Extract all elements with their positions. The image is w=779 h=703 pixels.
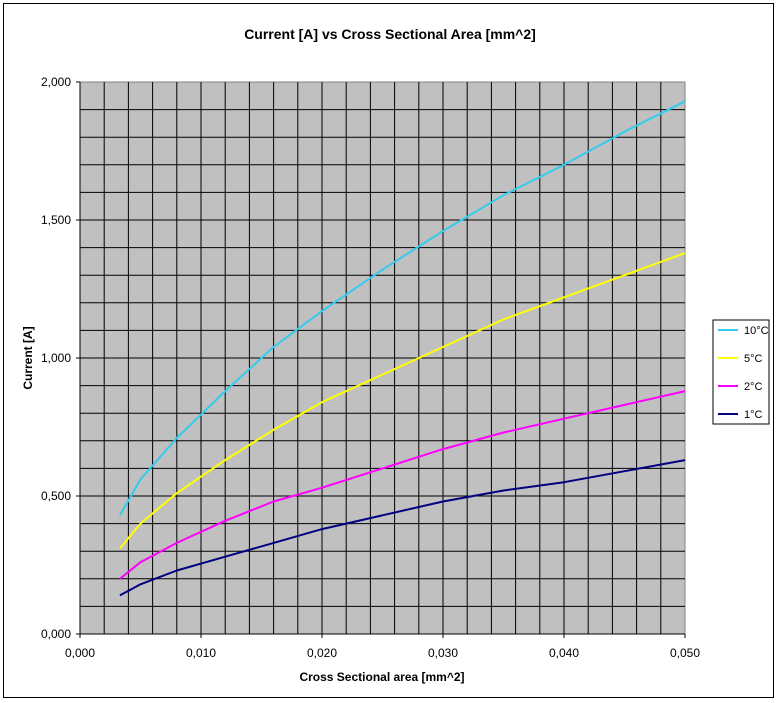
series-layer xyxy=(119,100,686,597)
legend-label: 10°C xyxy=(744,325,769,337)
x-tick-label: 0,030 xyxy=(428,646,458,660)
y-tick-label: 1,000 xyxy=(41,351,71,365)
x-tick-label: 0,000 xyxy=(65,646,95,660)
y-tick-label: 2,000 xyxy=(41,75,71,89)
y-tick-label: 0,000 xyxy=(41,627,71,641)
legend-label: 2°C xyxy=(744,381,763,393)
legend-label: 5°C xyxy=(744,353,763,365)
y-axis-title: Current [A] xyxy=(21,326,35,389)
x-tick-label: 0,020 xyxy=(307,646,337,660)
x-tick-label: 0,050 xyxy=(670,646,700,660)
x-tick-label: 0,010 xyxy=(186,646,216,660)
x-axis-title: Cross Sectional area [mm^2] xyxy=(299,670,464,684)
x-axis: 0,000 0,010 0,020 0,030 0,040 0,050 xyxy=(65,633,700,660)
legend-label: 1°C xyxy=(744,409,763,421)
legend-box xyxy=(712,319,770,425)
series-line-5Cc xyxy=(119,252,686,550)
y-axis: 0,000 0,500 1,000 1,500 2,000 xyxy=(41,75,81,641)
y-tick-label: 0,500 xyxy=(41,489,71,503)
gridlines xyxy=(80,82,685,634)
y-tick-label: 1,500 xyxy=(41,213,71,227)
chart-title: Current [A] vs Cross Sectional Area [mm^… xyxy=(244,26,536,42)
legend: 10°C 5°C 2°C 1°C xyxy=(712,319,770,425)
series-line-2Cc xyxy=(119,390,686,580)
series-line-10Cc xyxy=(119,100,686,516)
x-tick-label: 0,040 xyxy=(549,646,579,660)
series-line-1Cc xyxy=(119,459,686,597)
